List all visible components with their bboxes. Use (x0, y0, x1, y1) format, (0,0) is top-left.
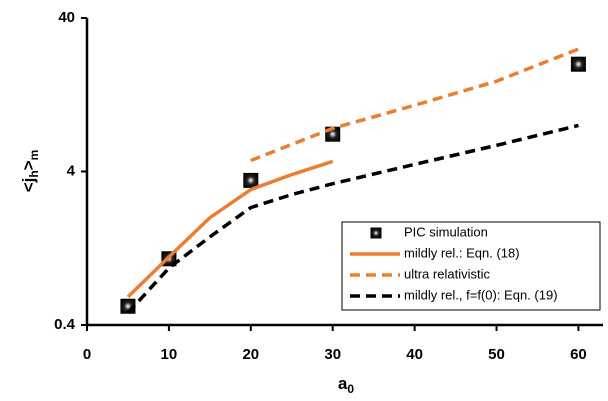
y-label-sub: h (27, 170, 41, 177)
x-tick-label: 30 (324, 346, 341, 363)
y-label-part: <j (19, 178, 38, 193)
series-line (126, 159, 334, 299)
x-tick-label: 50 (488, 346, 505, 363)
x-axis-title: a0 (338, 374, 354, 396)
x-tick-label: 0 (83, 346, 91, 363)
y-label-part: > (19, 160, 38, 170)
y-tick-label: 40 (58, 9, 75, 26)
x-label-main: a (338, 374, 348, 393)
x-label-sub: 0 (347, 382, 354, 396)
data-marker (243, 172, 259, 188)
legend-label: mildly rel.: Eqn. (18) (404, 245, 520, 260)
y-tick-label: 0.4 (54, 316, 76, 333)
legend-label: mildly rel., f=f(0): Eqn. (19) (404, 287, 558, 302)
y-tick-label: 4 (67, 162, 76, 179)
legend-label: PIC simulation (404, 224, 488, 239)
legend-label: ultra relativistic (404, 266, 490, 281)
series-line (126, 123, 579, 315)
data-marker (570, 56, 586, 72)
series-line (250, 47, 580, 163)
y-axis-title: <jh>m (19, 150, 41, 193)
y-label-sub: m (27, 150, 41, 161)
x-tick-label: 20 (242, 346, 259, 363)
x-tick-label: 40 (406, 346, 423, 363)
legend-marker (370, 227, 382, 239)
x-tick-label: 60 (570, 346, 587, 363)
x-tick-label: 10 (161, 346, 178, 363)
